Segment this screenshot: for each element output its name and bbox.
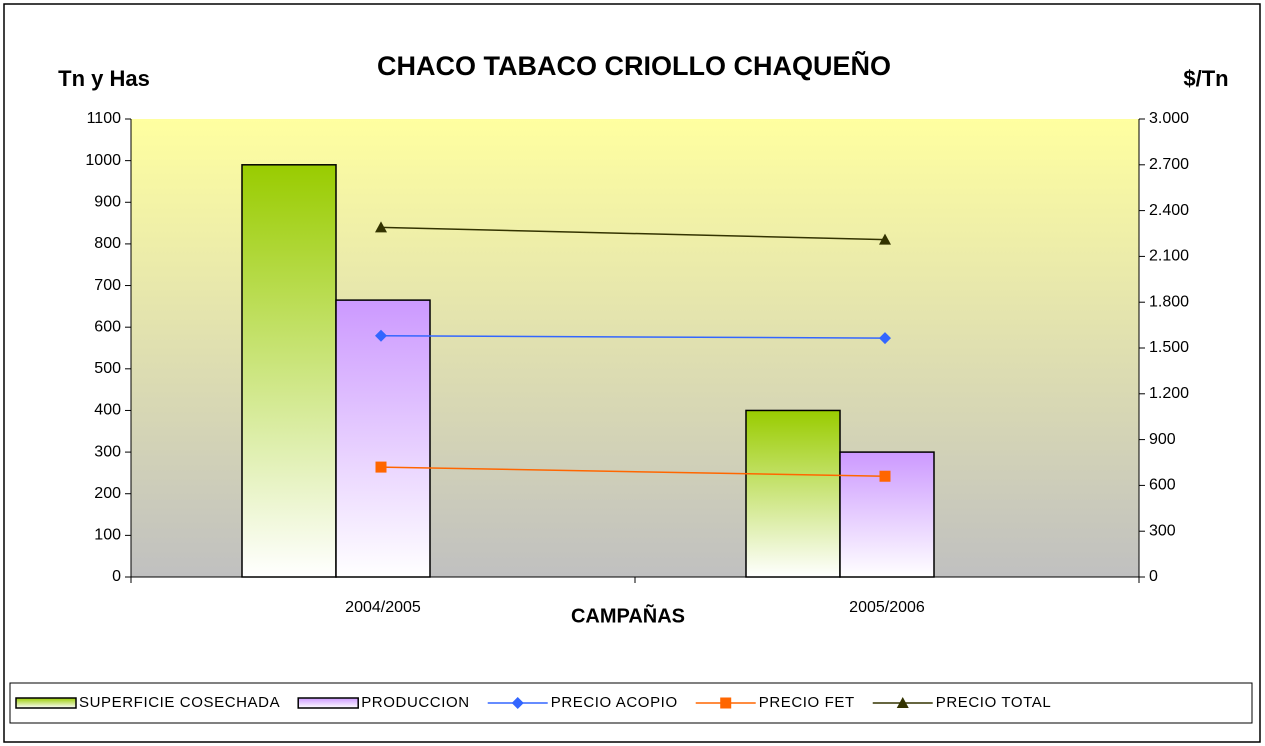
marker xyxy=(720,697,732,709)
chart-title: CHACO TABACO CRIOLLO CHAQUEÑO xyxy=(377,50,891,81)
y-tick-label: 200 xyxy=(94,485,121,502)
x-axis-label: CAMPAÑAS xyxy=(571,604,685,627)
y2-tick-label: 600 xyxy=(1149,477,1176,494)
y2-tick-label: 3.000 xyxy=(1149,110,1189,127)
bar xyxy=(241,164,337,578)
y-tick-label: 600 xyxy=(94,318,121,335)
bar xyxy=(745,409,841,578)
legend-label: SUPERFICIE COSECHADA xyxy=(79,694,280,711)
y-tick-label: 900 xyxy=(94,193,121,210)
legend-label: PRECIO FET xyxy=(759,694,855,711)
y2-tick-label: 2.700 xyxy=(1149,156,1189,173)
y2-tick-label: 300 xyxy=(1149,522,1176,539)
marker xyxy=(879,470,891,482)
y-tick-label: 100 xyxy=(94,527,121,544)
y-tick-label: 1000 xyxy=(85,152,121,169)
marker xyxy=(879,233,891,245)
marker xyxy=(896,697,909,708)
y2-axis-label: $/Tn xyxy=(1183,66,1228,91)
y-tick-label: 500 xyxy=(94,360,121,377)
marker xyxy=(375,221,387,233)
line xyxy=(380,466,886,477)
y-tick-label: 300 xyxy=(94,443,121,460)
bar xyxy=(335,299,431,578)
y2-tick-label: 0 xyxy=(1149,568,1158,585)
x-tick-label: 2005/2006 xyxy=(849,599,925,616)
y-tick-label: 800 xyxy=(94,235,121,252)
legend-label: PRECIO ACOPIO xyxy=(551,694,678,711)
y2-tick-label: 2.100 xyxy=(1149,248,1189,265)
y2-tick-label: 900 xyxy=(1149,431,1176,448)
y-axis-label: Tn y Has xyxy=(58,66,150,91)
legend-swatch xyxy=(15,697,77,709)
y2-tick-label: 2.400 xyxy=(1149,202,1189,219)
y2-tick-label: 1.200 xyxy=(1149,385,1189,402)
y2-tick-label: 1.800 xyxy=(1149,293,1189,310)
marker xyxy=(511,697,524,709)
marker xyxy=(879,332,891,345)
y-tick-label: 0 xyxy=(112,568,121,585)
y-tick-label: 1100 xyxy=(87,110,122,127)
legend-label: PRECIO TOTAL xyxy=(936,694,1052,711)
marker xyxy=(375,461,387,473)
y2-tick-label: 1.500 xyxy=(1149,339,1189,356)
legend-swatch xyxy=(297,697,359,709)
line xyxy=(380,335,886,339)
y-tick-label: 700 xyxy=(94,277,121,294)
legend-box xyxy=(9,682,1253,724)
legend-label: PRODUCCION xyxy=(361,694,470,711)
y-tick-label: 400 xyxy=(94,402,121,419)
line xyxy=(380,226,886,241)
x-tick-label: 2004/2005 xyxy=(345,599,421,616)
marker xyxy=(375,329,387,342)
